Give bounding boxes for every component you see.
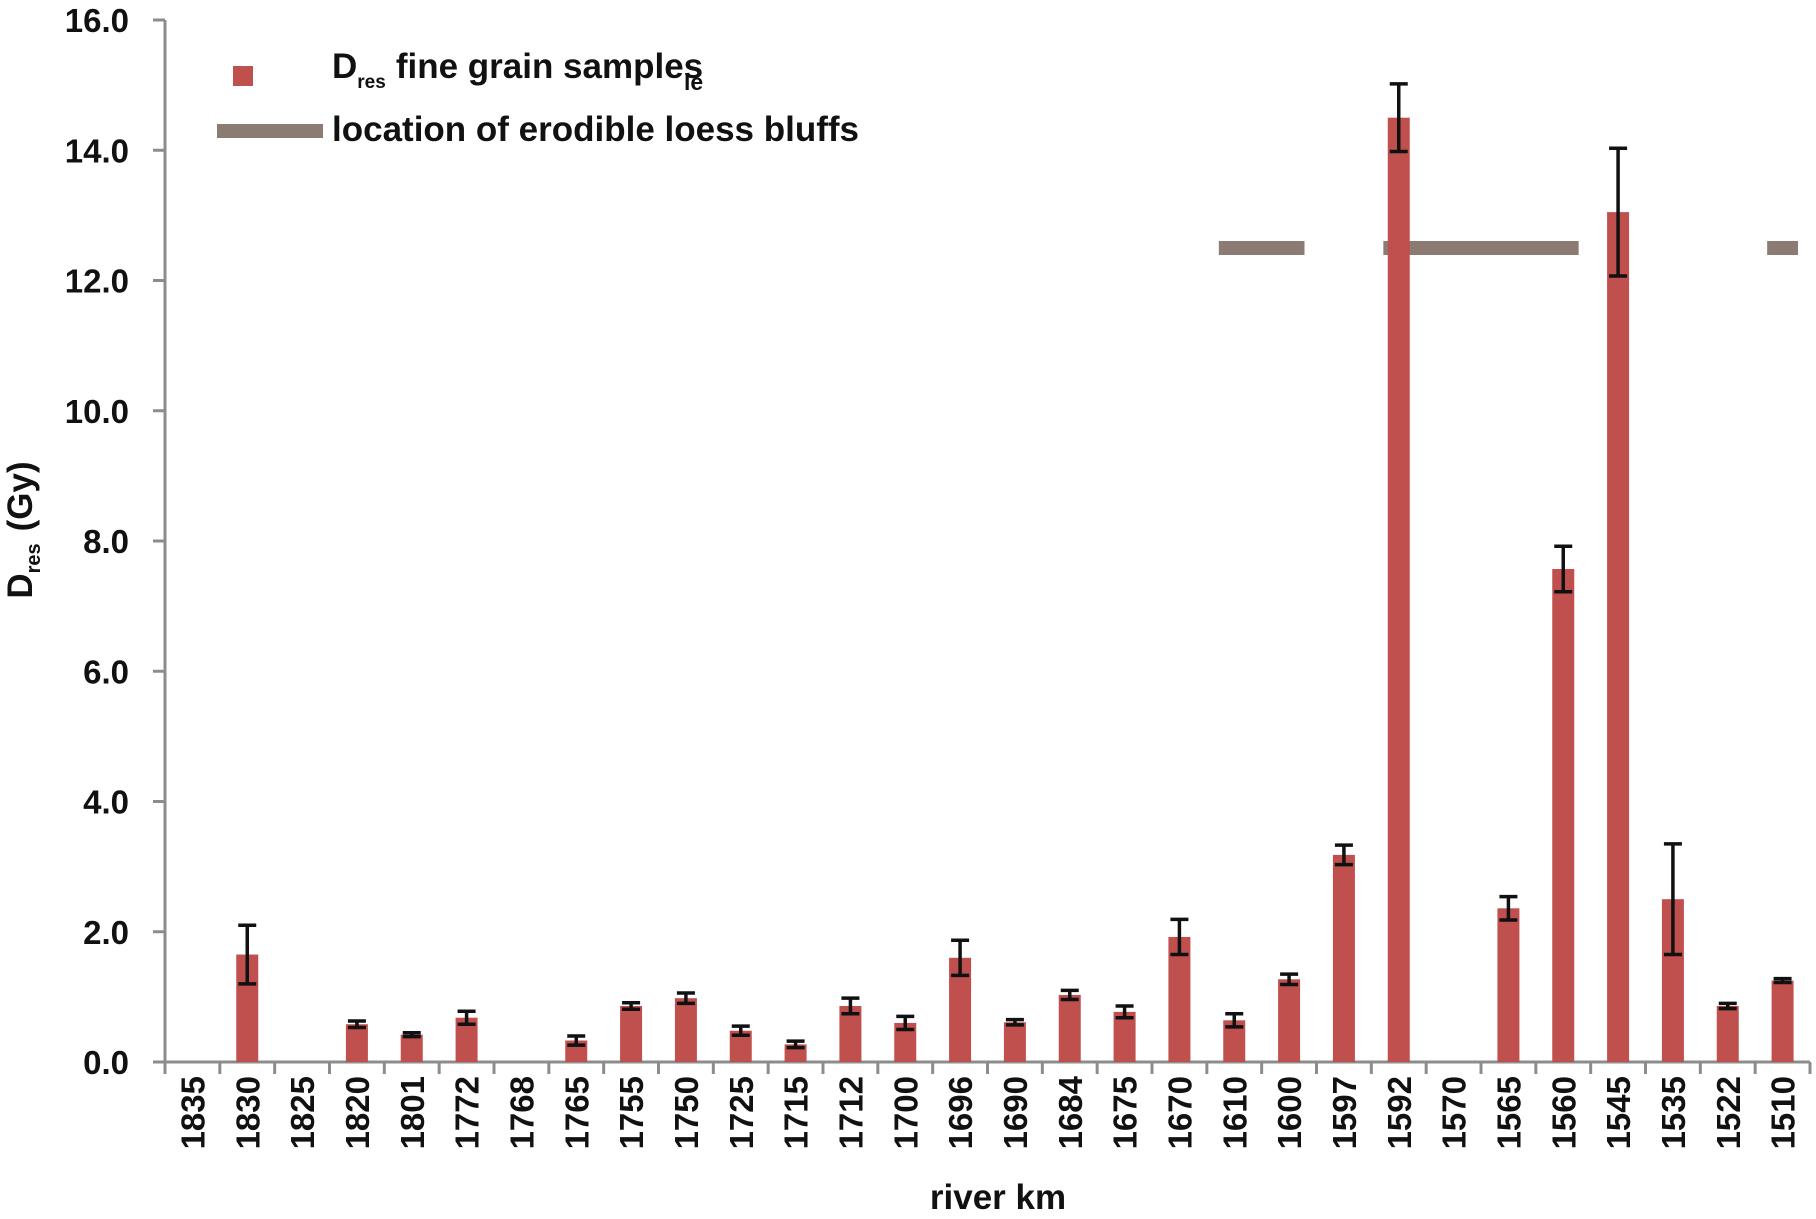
y-axis-title: Dres (Gy)	[1, 461, 45, 598]
bar	[729, 1030, 752, 1062]
legend: Dres fine grain samples le location of er…	[217, 47, 859, 149]
bar	[455, 1017, 478, 1062]
bars	[236, 117, 1794, 1062]
bar	[1058, 994, 1081, 1062]
legend-label-prefix: D	[332, 47, 357, 86]
x-tick-label: 1725	[723, 1076, 760, 1149]
x-tick-label: 1545	[1600, 1076, 1637, 1149]
x-tick-label: 1670	[1161, 1076, 1198, 1149]
x-tick-label: 1768	[503, 1076, 540, 1149]
legend-label-subscript: res	[357, 72, 386, 93]
x-tick-label: 1570	[1436, 1076, 1473, 1149]
x-tick-label: 1830	[229, 1076, 266, 1149]
y-tick-label: 14.0	[65, 132, 129, 169]
y-tick-label: 16.0	[65, 2, 129, 39]
x-tick-label: 1712	[832, 1076, 869, 1149]
bar	[1552, 569, 1575, 1062]
y-tick-label: 8.0	[83, 523, 129, 560]
bar	[1387, 117, 1410, 1062]
x-tick-label: 1610	[1216, 1076, 1253, 1149]
y-axis-title-unit: (Gy)	[1, 461, 40, 531]
bar	[1661, 899, 1684, 1062]
x-tick-label: 1675	[1107, 1076, 1144, 1149]
x-tick-label: 1597	[1326, 1076, 1363, 1149]
axes	[153, 18, 1812, 1074]
bar	[894, 1022, 917, 1062]
bar	[1278, 979, 1301, 1062]
y-tick-label: 10.0	[65, 393, 129, 430]
y-tick-labels: 0.0 2.0 4.0 6.0 8.0 10.0 12.0 14.0 16.0	[65, 2, 129, 1081]
x-tick-label: 1565	[1490, 1076, 1527, 1149]
x-tick-label: 1696	[942, 1076, 979, 1149]
bar	[1497, 908, 1520, 1062]
x-axis-title: river km	[930, 1178, 1066, 1214]
x-tick-label: 1510	[1765, 1076, 1802, 1149]
x-tick-label: 1755	[613, 1076, 650, 1149]
x-tick-label: 1825	[284, 1076, 321, 1149]
bar	[620, 1005, 643, 1062]
y-tick-label: 6.0	[83, 653, 129, 690]
x-tick-label: 1835	[174, 1076, 211, 1149]
bar	[839, 1005, 862, 1062]
x-tick-label: 1801	[394, 1076, 431, 1149]
bar	[345, 1024, 368, 1062]
y-axis-title-main: D	[1, 573, 40, 598]
x-tick-label: 1535	[1655, 1076, 1692, 1149]
legend-swatch-samples	[233, 66, 253, 86]
bar	[1332, 854, 1355, 1062]
x-tick-label: 1715	[778, 1076, 815, 1149]
x-tick-label: 1600	[1271, 1076, 1308, 1149]
x-tick-label: 1560	[1545, 1076, 1582, 1149]
x-tick-label: 1765	[558, 1076, 595, 1149]
y-tick-label: 4.0	[83, 784, 129, 821]
bar	[1223, 1020, 1246, 1062]
bar	[674, 998, 697, 1062]
x-tick-label: 1522	[1710, 1076, 1747, 1149]
x-tick-label: 1750	[668, 1076, 705, 1149]
error-bars	[238, 82, 1792, 1050]
legend-label-bluffs: location of erodible loess bluffs	[332, 110, 859, 149]
bar	[400, 1034, 423, 1062]
y-tick-label: 0.0	[83, 1044, 129, 1081]
bar	[1113, 1011, 1136, 1062]
legend-stray-mark: le	[684, 69, 703, 95]
y-tick-label: 2.0	[83, 914, 129, 951]
x-tick-label: 1700	[887, 1076, 924, 1149]
x-tick-label: 1684	[1052, 1075, 1089, 1149]
bar	[1771, 980, 1794, 1062]
y-axis-title-subscript: res	[23, 543, 45, 573]
bar	[1003, 1022, 1026, 1062]
x-tick-label: 1690	[997, 1076, 1034, 1149]
bar	[949, 957, 972, 1062]
x-tick-label: 1592	[1381, 1076, 1418, 1149]
x-tick-label: 1772	[449, 1076, 486, 1149]
bar	[236, 954, 259, 1062]
y-tick-label: 12.0	[65, 263, 129, 300]
bar	[1607, 212, 1630, 1062]
legend-label-samples: Dres fine grain samples	[332, 47, 703, 93]
x-tick-label: 1820	[339, 1076, 376, 1149]
x-tick-labels: 1835 1830 1825 1820 1801 1772 1768 1765 1755 1750…	[174, 1075, 1801, 1149]
bar	[1716, 1005, 1739, 1062]
bar	[1168, 936, 1191, 1062]
legend-label-name: fine grain samples	[396, 47, 703, 86]
